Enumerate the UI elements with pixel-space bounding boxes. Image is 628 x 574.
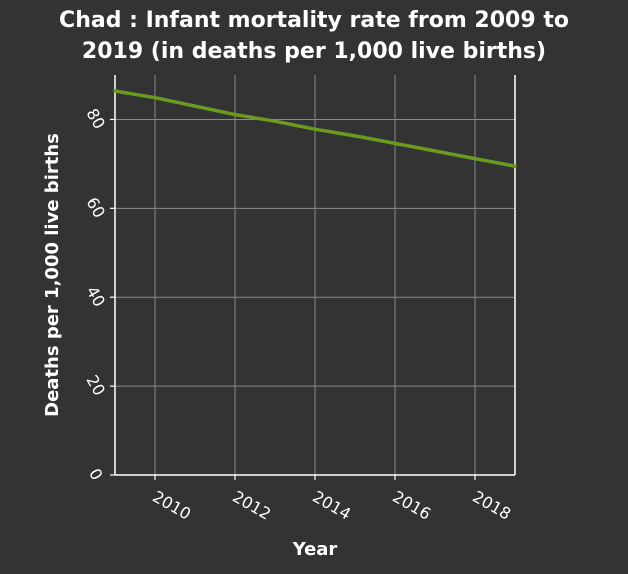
y-tick-label-80: 80 xyxy=(82,105,109,132)
chart-title: Chad : Infant mortality rate from 2009 t… xyxy=(59,8,569,64)
y-tick-label-20: 20 xyxy=(82,372,109,399)
x-tick-label-2016: 2016 xyxy=(389,487,434,524)
y-tick-label-0: 0 xyxy=(85,465,107,483)
y-axis-label: Deaths per 1,000 live births xyxy=(42,133,63,417)
x-axis-label: Year xyxy=(292,539,338,560)
x-tick-label-2012: 2012 xyxy=(229,487,274,524)
tick-labels: 2010 2012 2014 2016 2018 0 20 40 60 80 xyxy=(82,105,514,524)
x-tick-label-2014: 2014 xyxy=(309,487,354,524)
chart-title-line-1: Chad : Infant mortality rate from 2009 t… xyxy=(59,8,569,33)
axes xyxy=(110,75,515,480)
chart-title-line-2: 2019 (in deaths per 1,000 live births) xyxy=(82,39,546,64)
grid xyxy=(115,75,515,475)
y-tick-label-60: 60 xyxy=(82,194,109,221)
y-tick-label-40: 40 xyxy=(82,283,109,310)
x-tick-label-2018: 2018 xyxy=(469,487,514,524)
x-tick-label-2010: 2010 xyxy=(149,487,194,524)
